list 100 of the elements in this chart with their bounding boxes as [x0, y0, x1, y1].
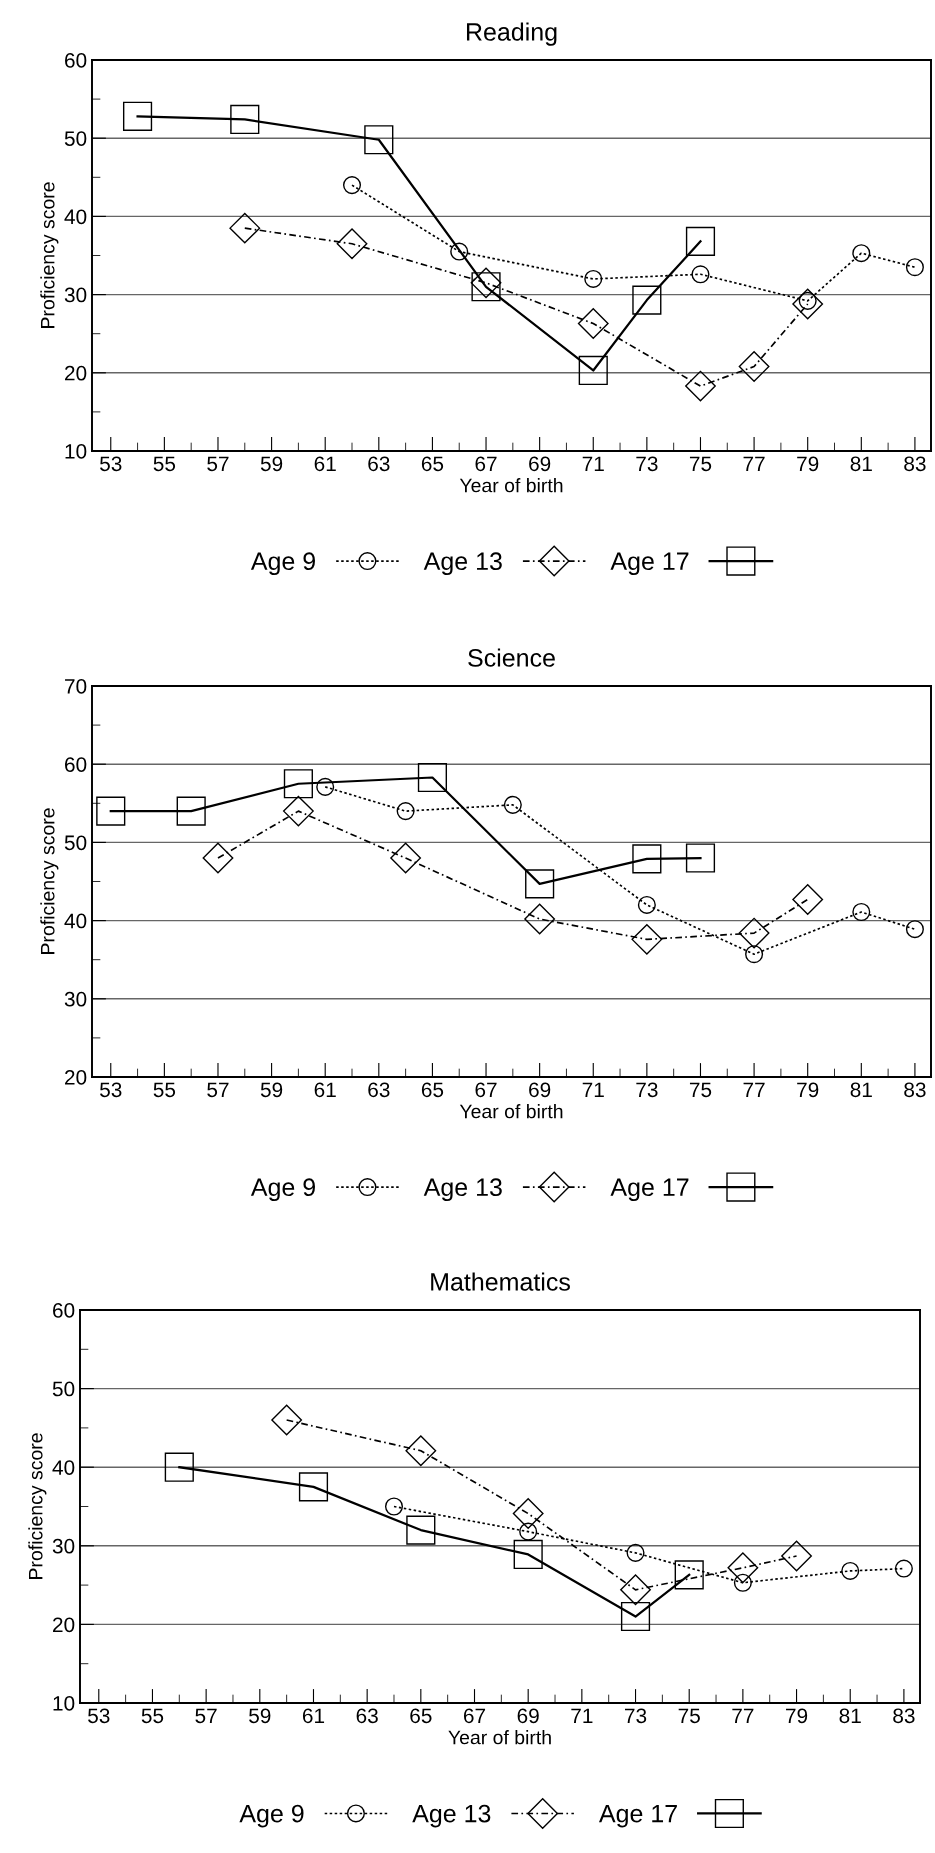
x-tick-label: 67	[475, 456, 497, 472]
y-tick-label: 50	[52, 1381, 75, 1397]
x-tick-label: 53	[100, 456, 122, 472]
point	[781, 1540, 812, 1572]
point	[364, 125, 394, 155]
point	[632, 285, 662, 315]
point	[283, 769, 313, 799]
x-tick-label: 71	[582, 456, 604, 471]
x-tick-label: 63	[368, 1082, 390, 1098]
point	[230, 104, 260, 135]
x-tick-label: 55	[153, 1082, 176, 1098]
legend-label: Age 13	[412, 1804, 491, 1828]
point	[632, 844, 662, 874]
x-tick-label: 69	[529, 456, 551, 472]
legend-label: Age 17	[610, 1178, 689, 1201]
point	[406, 1515, 436, 1545]
x-tick-label: 73	[636, 456, 658, 472]
point	[733, 1573, 752, 1592]
x-tick-label: 55	[153, 456, 176, 472]
legend-label: Age 17	[598, 1805, 677, 1828]
point	[525, 869, 555, 899]
chart-title: Mathematics	[431, 1272, 570, 1291]
point	[584, 269, 603, 288]
y-axis-title: Proficiency score	[40, 808, 59, 954]
y-tick-label: 10	[53, 1696, 75, 1711]
point	[503, 795, 522, 814]
point	[685, 370, 716, 402]
point	[298, 1472, 329, 1502]
x-tick-label: 61	[314, 1082, 336, 1098]
x-tick-label: 79	[786, 1708, 808, 1724]
legend-label: Age 17	[610, 552, 689, 575]
point	[738, 917, 770, 949]
point	[417, 762, 448, 793]
point	[577, 308, 609, 339]
x-tick-label: 73	[636, 1082, 658, 1098]
legend-label: Age 13	[423, 1178, 502, 1201]
y-tick-label: 40	[52, 1460, 75, 1475]
y-tick-label: 20	[65, 1070, 87, 1085]
x-tick-label: 55	[141, 1708, 164, 1724]
legend-label: Age 9	[250, 1178, 315, 1201]
x-tick-label: 63	[356, 1708, 378, 1724]
legend-label: Age 9	[250, 552, 315, 575]
x-tick-label: 77	[743, 1082, 765, 1097]
x-tick-label: 65	[410, 1708, 432, 1724]
legend-label: Age 13	[423, 552, 502, 575]
y-tick-label: 70	[65, 679, 87, 694]
point	[620, 1601, 651, 1632]
x-tick-label: 81	[850, 1082, 872, 1098]
point	[905, 258, 924, 277]
point	[336, 228, 368, 260]
point	[164, 1452, 194, 1482]
point	[631, 923, 663, 955]
y-tick-label: 40	[64, 209, 87, 225]
point	[396, 802, 415, 821]
point	[316, 777, 335, 796]
point	[405, 1435, 437, 1467]
x-tick-label: 83	[893, 1708, 915, 1724]
x-tick-label: 53	[100, 1082, 122, 1098]
point	[271, 1404, 303, 1436]
point	[792, 884, 824, 915]
point	[637, 895, 656, 914]
x-tick-label: 77	[743, 456, 765, 471]
point	[229, 212, 261, 244]
y-tick-label: 60	[65, 757, 87, 772]
x-axis-title: Year of birth	[448, 1730, 551, 1745]
chart-title: Reading	[466, 22, 557, 46]
x-tick-label: 57	[207, 456, 229, 472]
point	[512, 1498, 544, 1529]
y-tick-label: 20	[53, 1617, 75, 1633]
point	[685, 843, 716, 873]
x-tick-label: 81	[850, 456, 872, 472]
point	[852, 902, 871, 922]
point	[620, 1574, 651, 1606]
x-tick-label: 79	[797, 1082, 819, 1098]
x-tick-label: 75	[678, 1708, 700, 1724]
point	[342, 176, 362, 195]
x-tick-label: 59	[260, 456, 283, 472]
x-tick-label: 57	[195, 1708, 217, 1724]
point	[685, 226, 716, 257]
x-tick-label: 83	[904, 1082, 926, 1098]
x-tick-label: 65	[421, 1082, 444, 1098]
point	[202, 842, 234, 874]
x-tick-label: 63	[368, 456, 390, 472]
point	[578, 355, 608, 386]
point	[738, 351, 770, 382]
y-tick-label: 60	[65, 53, 87, 68]
x-tick-label: 75	[689, 456, 712, 472]
point	[282, 795, 314, 827]
y-tick-label: 30	[52, 1538, 75, 1554]
point	[390, 842, 422, 874]
point	[841, 1561, 860, 1580]
x-tick-label: 79	[797, 456, 819, 472]
x-tick-label: 67	[475, 1082, 497, 1098]
x-tick-label: 59	[260, 1082, 283, 1098]
point	[96, 796, 126, 826]
x-tick-label: 65	[421, 456, 444, 472]
point	[450, 242, 469, 261]
point	[852, 244, 871, 263]
x-tick-label: 75	[689, 1082, 712, 1098]
point	[905, 920, 924, 939]
